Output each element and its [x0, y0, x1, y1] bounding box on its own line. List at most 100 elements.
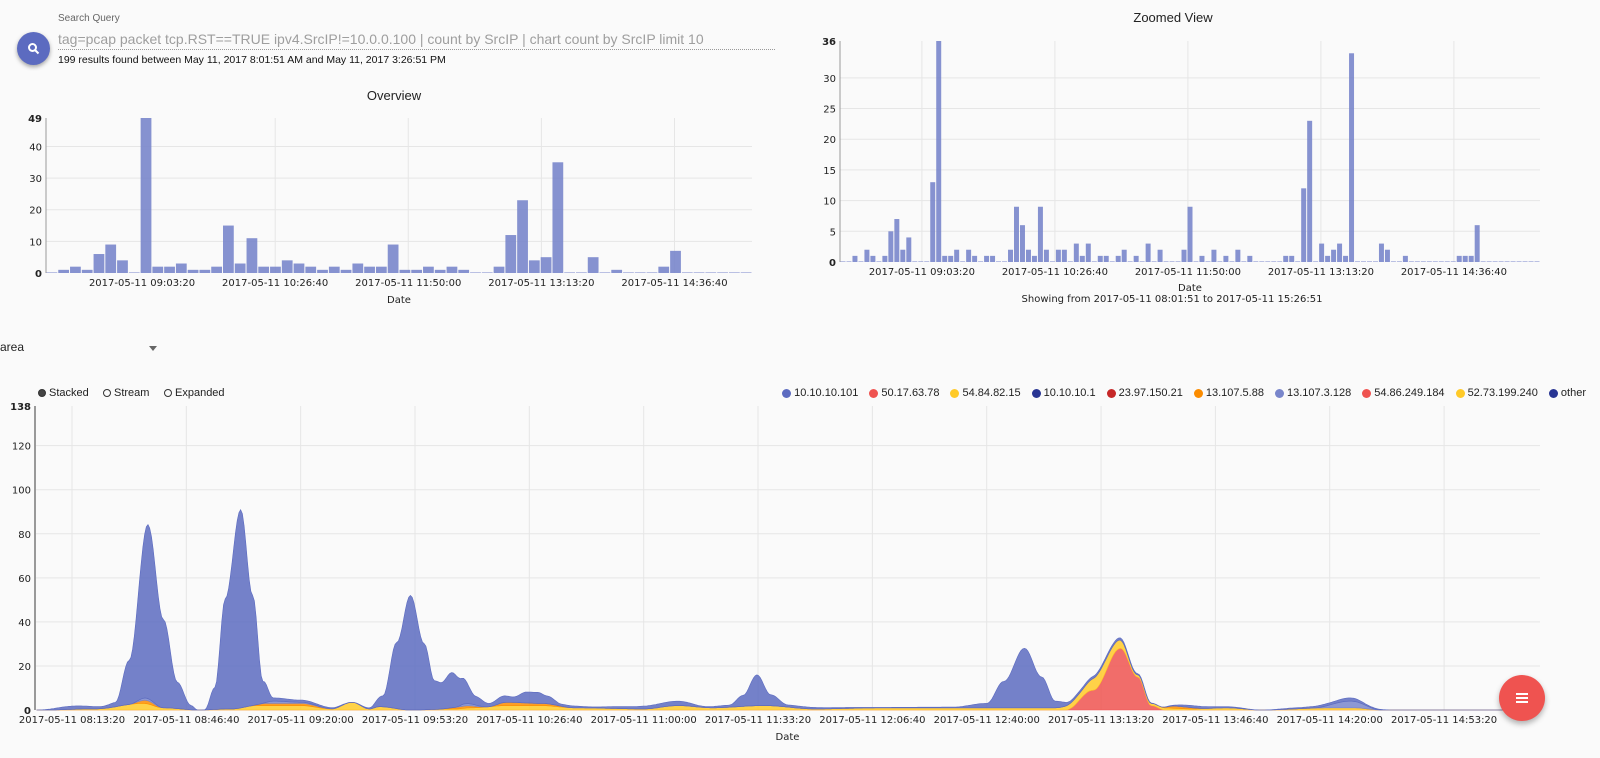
legend-item[interactable]: 13.107.5.88: [1193, 387, 1264, 399]
bar[interactable]: [1259, 261, 1265, 262]
bar[interactable]: [93, 254, 105, 273]
bar[interactable]: [1127, 261, 1133, 262]
mode-expanded-radio[interactable]: Expanded: [164, 387, 225, 399]
bar[interactable]: [882, 255, 888, 262]
bar[interactable]: [912, 261, 918, 262]
bar[interactable]: [1025, 249, 1031, 262]
bar[interactable]: [900, 249, 906, 262]
bar[interactable]: [1456, 255, 1462, 262]
bar[interactable]: [948, 255, 954, 262]
bar[interactable]: [1073, 243, 1079, 262]
bar[interactable]: [1115, 255, 1121, 262]
bar[interactable]: [517, 200, 528, 273]
bar[interactable]: [852, 255, 858, 262]
bar[interactable]: [960, 261, 966, 262]
bar[interactable]: [1349, 53, 1355, 263]
bar[interactable]: [1109, 261, 1115, 262]
bar[interactable]: [1337, 243, 1343, 262]
bar[interactable]: [1366, 261, 1372, 262]
bar[interactable]: [1420, 261, 1426, 262]
bar[interactable]: [599, 272, 611, 273]
bar[interactable]: [1432, 261, 1438, 262]
bar[interactable]: [1085, 243, 1091, 262]
bar[interactable]: [1450, 261, 1456, 262]
bar[interactable]: [1384, 249, 1390, 262]
bar[interactable]: [705, 272, 717, 273]
search-input[interactable]: [58, 29, 775, 50]
bar[interactable]: [128, 272, 140, 273]
bar[interactable]: [1055, 249, 1061, 262]
menu-fab-button[interactable]: [1499, 675, 1545, 721]
bar[interactable]: [1067, 261, 1073, 262]
bar[interactable]: [1528, 261, 1534, 262]
legend-item[interactable]: 10.10.10.101: [782, 387, 858, 399]
bar[interactable]: [46, 272, 58, 273]
bar[interactable]: [1504, 261, 1510, 262]
bar[interactable]: [740, 272, 752, 273]
bar[interactable]: [293, 263, 305, 273]
bar[interactable]: [364, 266, 375, 273]
chart-type-select[interactable]: area: [0, 340, 160, 358]
bar[interactable]: [1474, 225, 1480, 262]
bar[interactable]: [1361, 261, 1366, 262]
bar[interactable]: [1492, 261, 1498, 262]
bar[interactable]: [634, 272, 646, 273]
zoomed-chart[interactable]: 0 5 10 15 20 25 30 36 2017-05-11 09:03:20 2017-05…: [790, 25, 1600, 295]
bar[interactable]: [1438, 261, 1444, 262]
bar[interactable]: [972, 255, 978, 262]
bar[interactable]: [423, 266, 434, 273]
bar[interactable]: [81, 269, 93, 273]
bar[interactable]: [540, 257, 552, 273]
bar[interactable]: [317, 269, 328, 273]
bar[interactable]: [1175, 261, 1181, 262]
bar[interactable]: [1295, 261, 1301, 262]
bar[interactable]: [1151, 261, 1157, 262]
bar[interactable]: [728, 272, 740, 273]
bar[interactable]: [888, 231, 894, 262]
bar[interactable]: [1187, 206, 1193, 262]
bar[interactable]: [918, 261, 924, 262]
bar[interactable]: [936, 41, 942, 262]
bar[interactable]: [164, 266, 175, 273]
bar[interactable]: [1019, 225, 1025, 262]
bar[interactable]: [1480, 261, 1486, 262]
bar[interactable]: [528, 260, 540, 273]
bar[interactable]: [1516, 261, 1522, 262]
bar[interactable]: [1145, 243, 1151, 262]
bar[interactable]: [864, 249, 870, 262]
bar[interactable]: [1199, 255, 1205, 262]
bar[interactable]: [942, 255, 948, 262]
bar[interactable]: [58, 269, 70, 273]
bar[interactable]: [1241, 261, 1247, 262]
bar[interactable]: [70, 266, 81, 273]
bar[interactable]: [434, 269, 446, 273]
bar[interactable]: [846, 261, 852, 262]
bar[interactable]: [681, 272, 693, 273]
bar[interactable]: [858, 261, 864, 262]
bar[interactable]: [1372, 261, 1378, 262]
bar[interactable]: [399, 269, 411, 273]
legend-item[interactable]: other: [1548, 387, 1586, 399]
bar[interactable]: [199, 269, 211, 273]
bar[interactable]: [954, 249, 960, 262]
bar[interactable]: [1301, 188, 1307, 262]
bar[interactable]: [984, 255, 990, 262]
mode-stacked-radio[interactable]: Stacked: [38, 387, 89, 399]
bar[interactable]: [1283, 255, 1289, 262]
bar[interactable]: [894, 219, 900, 262]
legend-item[interactable]: 10.10.10.1: [1031, 387, 1096, 399]
bar[interactable]: [1426, 261, 1432, 262]
bar[interactable]: [587, 257, 599, 273]
bar[interactable]: [175, 263, 187, 273]
bar[interactable]: [352, 263, 364, 273]
legend-item[interactable]: 13.107.3.128: [1274, 387, 1351, 399]
bar[interactable]: [211, 266, 222, 273]
bar[interactable]: [1103, 255, 1109, 262]
bar[interactable]: [1229, 261, 1235, 262]
bar[interactable]: [1355, 261, 1361, 262]
bar[interactable]: [996, 261, 1002, 262]
bar[interactable]: [611, 269, 623, 273]
bar[interactable]: [1325, 255, 1331, 262]
bar[interactable]: [1313, 261, 1319, 262]
bar[interactable]: [840, 261, 846, 262]
